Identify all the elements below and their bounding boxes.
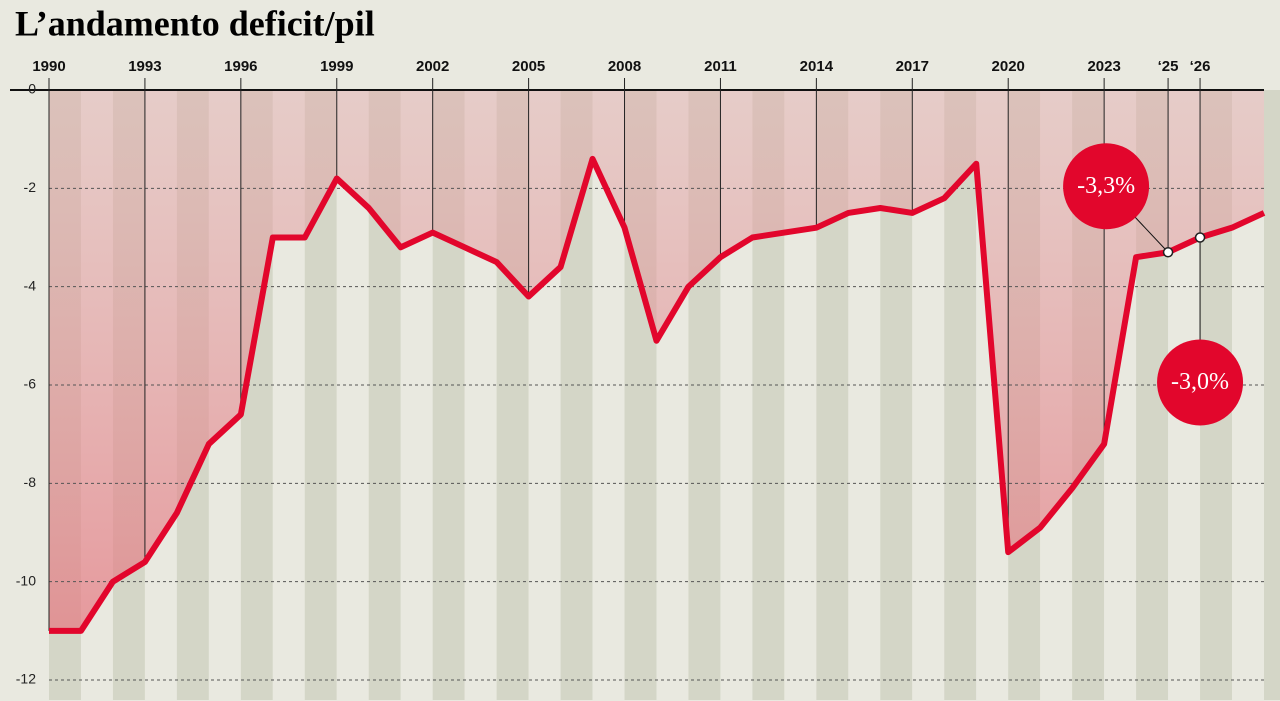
x-tick-label: 1999 bbox=[320, 58, 353, 75]
x-tick-label: 2005 bbox=[512, 58, 545, 75]
x-tick-label: 1996 bbox=[224, 58, 257, 75]
value-label: -3,3% bbox=[1077, 173, 1135, 199]
y-tick-label: -4 bbox=[24, 277, 37, 293]
y-tick-label: -10 bbox=[16, 572, 36, 588]
x-tick-label: 2023 bbox=[1087, 58, 1120, 75]
y-tick-label: -8 bbox=[24, 474, 37, 490]
x-tick-label: 2017 bbox=[896, 58, 929, 75]
value-label: -3,0% bbox=[1171, 369, 1229, 395]
x-tick-label: ‘26 bbox=[1190, 58, 1211, 75]
x-tick-label: ‘25 bbox=[1158, 58, 1179, 75]
plot: -3,3% -3,0% bbox=[10, 78, 1266, 681]
deficit-area bbox=[49, 90, 1264, 631]
chart-title: L’andamento deficit/pil bbox=[15, 3, 375, 43]
label-bubble bbox=[1157, 339, 1244, 426]
label-bubble bbox=[1063, 143, 1150, 230]
x-tick-label: 2011 bbox=[704, 58, 737, 75]
x-tick-label: 2020 bbox=[992, 58, 1025, 75]
x-tick-label: 2002 bbox=[416, 58, 449, 75]
point bbox=[1162, 247, 1174, 258]
y-tick-label: -12 bbox=[16, 671, 36, 687]
y-tick-label: -2 bbox=[24, 179, 37, 195]
point bbox=[1194, 232, 1206, 243]
deficit-line bbox=[49, 155, 1266, 634]
x-tick-label: 2014 bbox=[800, 58, 834, 75]
y-tick-label: 0 bbox=[28, 81, 36, 97]
y-tick-label: -6 bbox=[24, 376, 37, 392]
stripe bbox=[1264, 90, 1280, 700]
x-tick-label: 1990 bbox=[32, 58, 65, 75]
x-tick-label: 1993 bbox=[128, 58, 161, 75]
x-tick-label: 2008 bbox=[608, 58, 641, 75]
